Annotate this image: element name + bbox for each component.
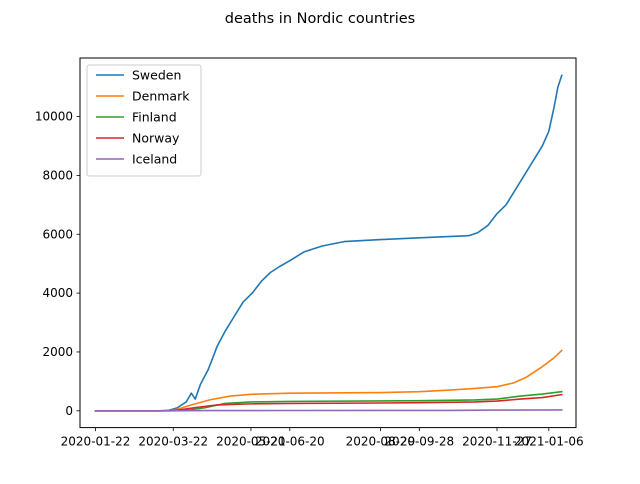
plot-area-frame (79, 57, 577, 429)
y-tick-label: 0 (65, 404, 73, 418)
chart-title: deaths in Nordic countries (225, 11, 416, 27)
legend: Sweden Denmark Finland Norway Iceland (86, 64, 202, 177)
axis-layer: 0 2000 4000 6000 8000 10000 2020-01-22 2020-03-… (35, 110, 584, 449)
series-layer (94, 74, 563, 412)
series-line-sweden (94, 74, 563, 412)
legend-label-sweden: Sweden (132, 68, 181, 83)
x-tick-label: 2020-06-20 (255, 435, 325, 449)
series-line-finland (94, 390, 563, 412)
x-tick-label: 2020-03-22 (138, 435, 208, 449)
y-tick-label: 6000 (42, 227, 73, 241)
y-tick-label: 2000 (42, 345, 73, 359)
y-tick-label: 10000 (35, 110, 73, 124)
x-tick-label: 2020-09-28 (384, 435, 454, 449)
x-tick-label: 2020-11-27 (462, 435, 532, 449)
x-tick-label: 2020-08-29 (346, 435, 416, 449)
legend-label-iceland: Iceland (132, 152, 177, 167)
y-tick-label: 4000 (42, 286, 73, 300)
legend-label-finland: Finland (132, 110, 177, 125)
legend-box (86, 64, 202, 177)
series-line-iceland (94, 409, 563, 412)
x-tick-label: 2020-01-22 (61, 435, 131, 449)
x-tick-label: 2020-05-21 (216, 435, 286, 449)
y-tick-label: 8000 (42, 168, 73, 182)
series-line-denmark (94, 349, 563, 412)
legend-label-denmark: Denmark (132, 89, 190, 104)
series-line-norway (94, 393, 563, 412)
x-tick-label: 2021-01-06 (514, 435, 584, 449)
legend-label-norway: Norway (132, 131, 180, 146)
